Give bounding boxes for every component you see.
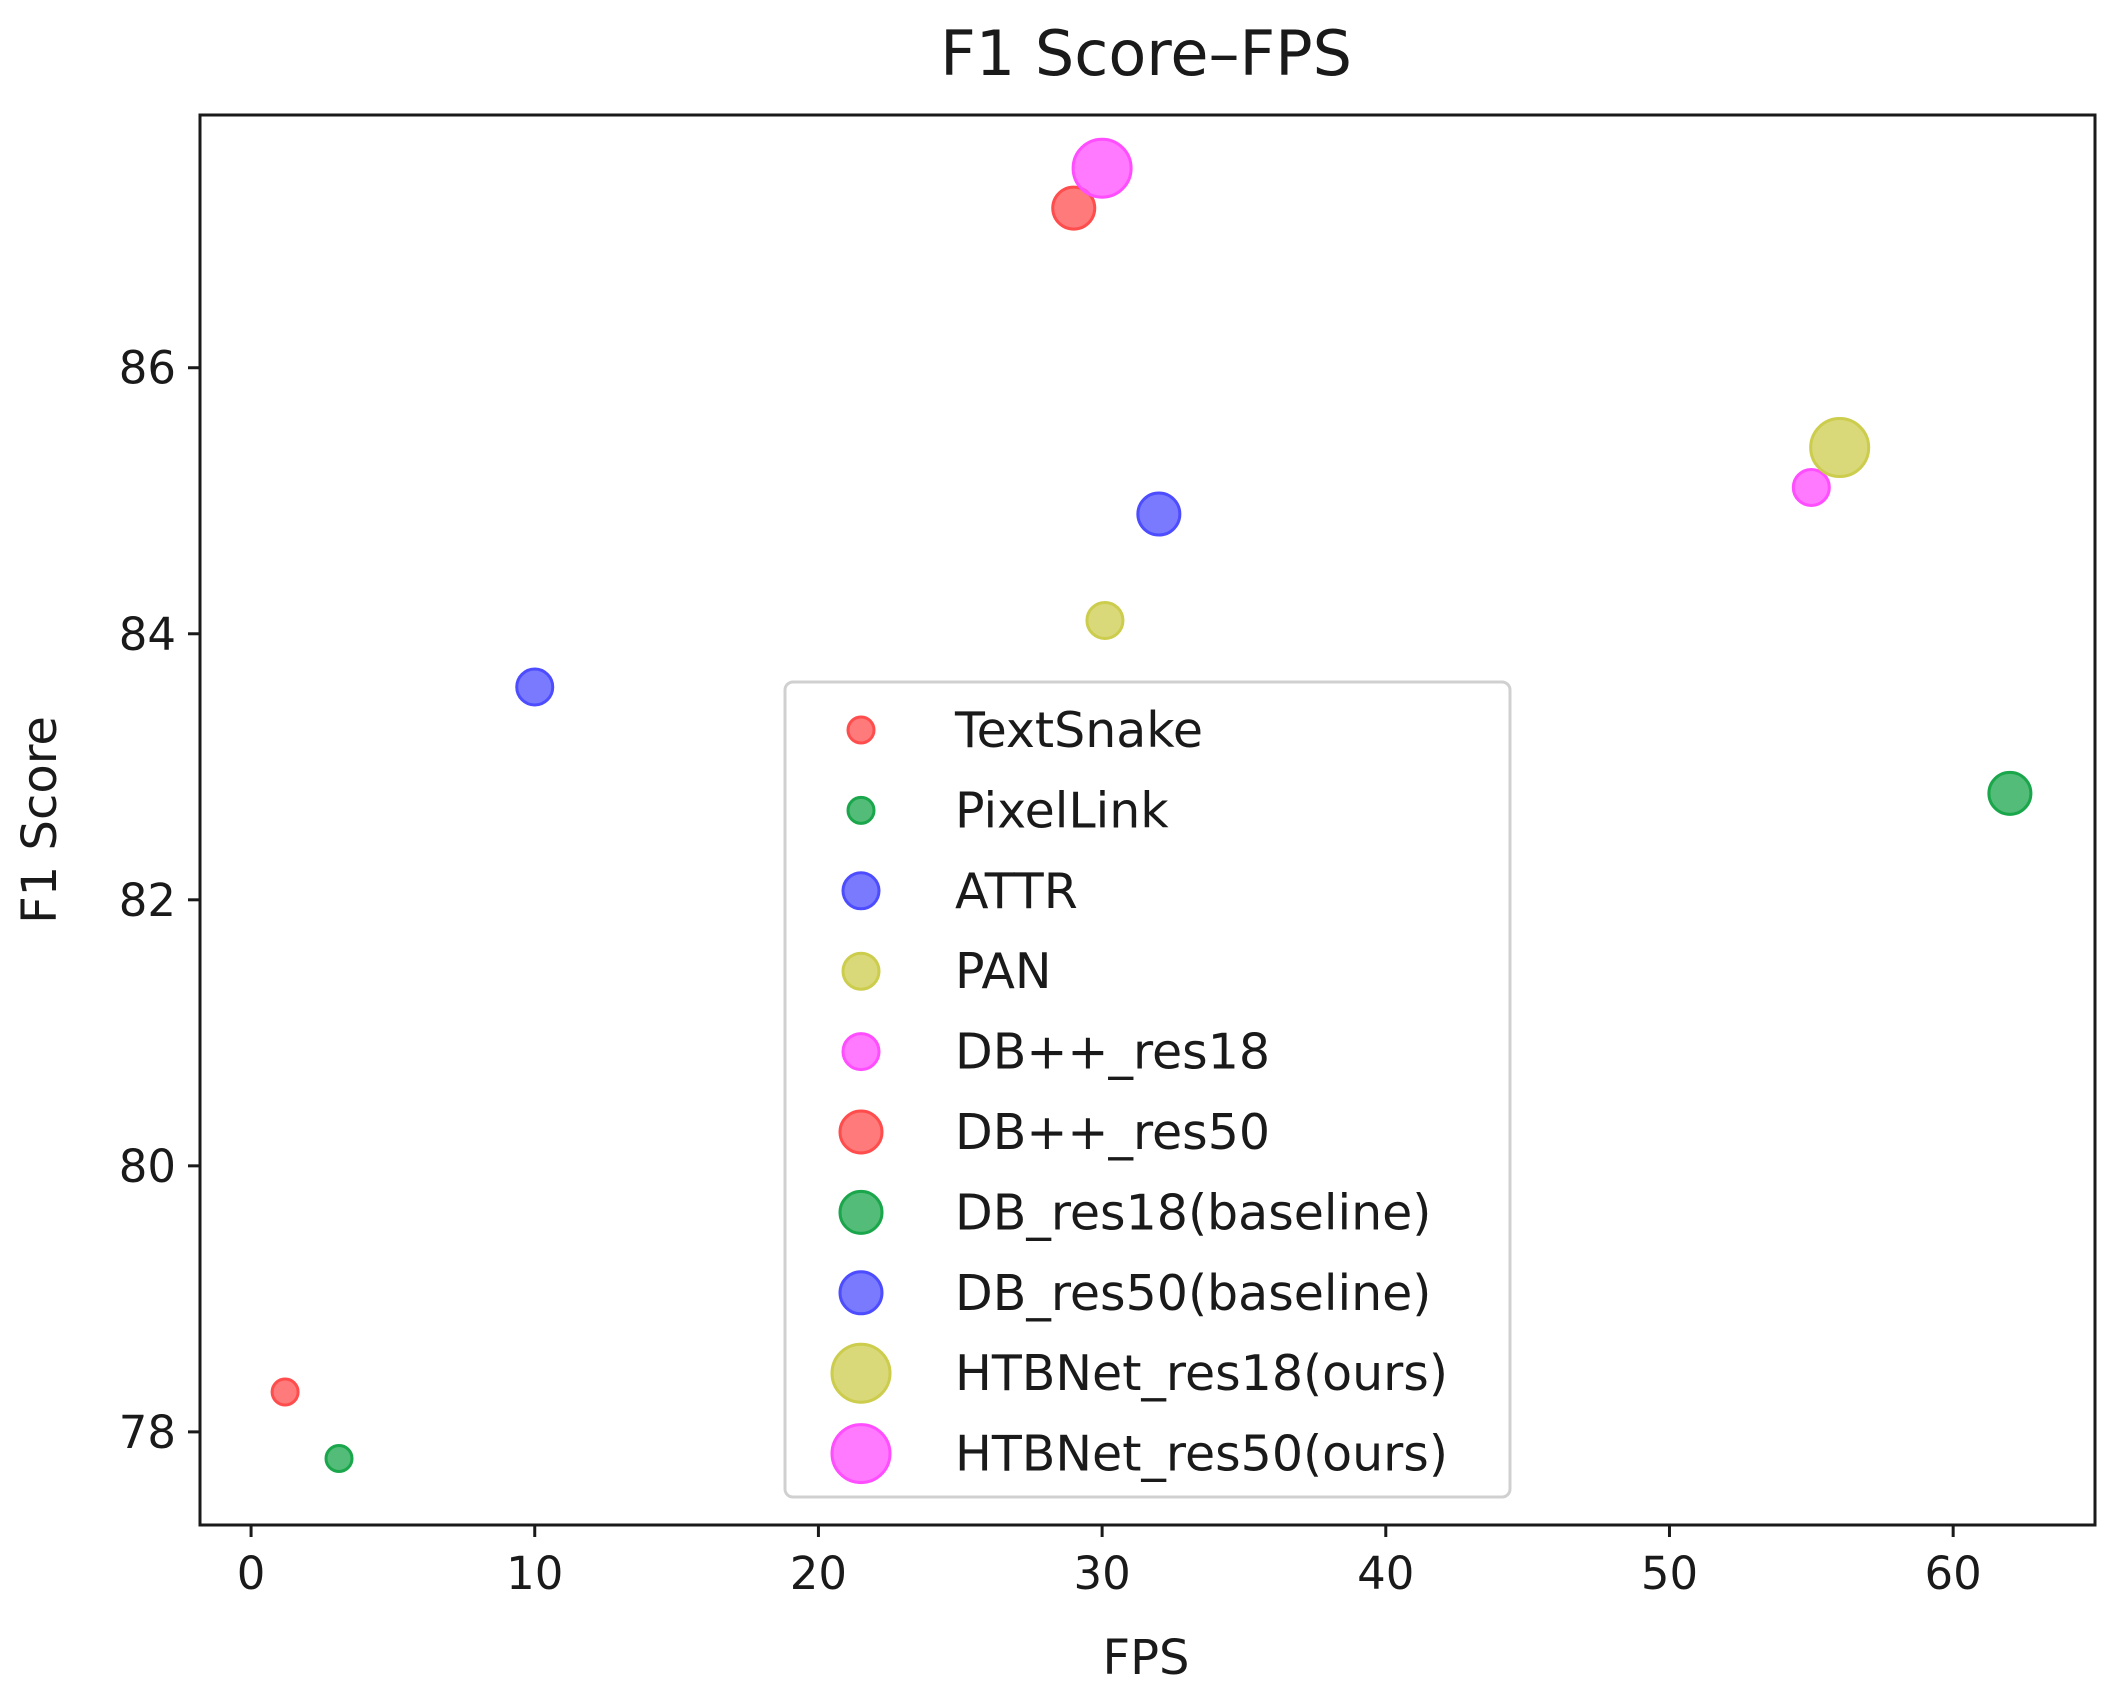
y-axis-label: F1 Score — [12, 716, 68, 924]
y-tick-label: 80 — [119, 1140, 176, 1193]
legend-marker — [841, 951, 881, 991]
x-axis-label: FPS — [1102, 1630, 1189, 1686]
legend-marker — [838, 1189, 884, 1235]
legend-marker — [830, 1342, 892, 1404]
data-point — [1136, 491, 1182, 537]
data-point — [1791, 467, 1831, 507]
legend-label: DB_res18(baseline) — [955, 1184, 1431, 1241]
legend-marker — [838, 1270, 884, 1316]
data-point — [1987, 770, 2033, 816]
legend-marker — [846, 715, 876, 745]
data-point — [270, 1377, 300, 1407]
legend-label: TextSnake — [954, 702, 1203, 759]
y-tick-label: 84 — [119, 608, 176, 661]
legend-label: DB++_res18 — [955, 1024, 1270, 1081]
x-tick-label: 50 — [1641, 1547, 1698, 1600]
y-tick-label: 82 — [119, 874, 176, 927]
y-axis: 78 80 82 84 86 — [119, 342, 200, 1459]
legend-label: ATTR — [955, 863, 1078, 920]
legend-marker — [841, 871, 881, 911]
plot-frame — [198, 113, 2097, 1527]
legend: TextSnake PixelLink ATTR PAN DB++_res18 DB++_… — [783, 680, 1512, 1499]
x-tick-label: 30 — [1073, 1547, 1130, 1600]
x-tick-label: 20 — [790, 1547, 847, 1600]
legend-label: DB_res50(baseline) — [955, 1265, 1431, 1322]
data-point — [1071, 137, 1133, 199]
legend-marker — [841, 1032, 881, 1072]
legend-marker — [830, 1423, 892, 1485]
x-tick-label: 0 — [237, 1547, 266, 1600]
x-tick-label: 60 — [1925, 1547, 1982, 1600]
legend-label: DB++_res50 — [955, 1104, 1270, 1161]
x-tick-label: 40 — [1357, 1547, 1414, 1600]
legend-box — [783, 680, 1512, 1499]
legend-label: HTBNet_res18(ours) — [955, 1345, 1448, 1402]
legend-marker — [838, 1109, 884, 1155]
data-point — [324, 1443, 354, 1473]
plot-area — [270, 137, 2033, 1473]
legend-label: PixelLink — [955, 782, 1169, 839]
x-axis: 0 10 20 30 40 50 60 — [237, 1525, 1982, 1600]
y-tick-label: 86 — [119, 342, 176, 395]
y-tick-label: 78 — [119, 1406, 176, 1459]
data-point — [1085, 600, 1125, 640]
data-point — [1051, 185, 1097, 231]
chart-title: F1 Score–FPS — [940, 17, 1352, 90]
legend-label: HTBNet_res50(ours) — [955, 1426, 1448, 1483]
legend-marker — [846, 795, 876, 825]
data-point — [1809, 417, 1871, 479]
x-tick-label: 10 — [506, 1547, 563, 1600]
data-point — [515, 667, 555, 707]
legend-label: PAN — [955, 943, 1052, 1000]
